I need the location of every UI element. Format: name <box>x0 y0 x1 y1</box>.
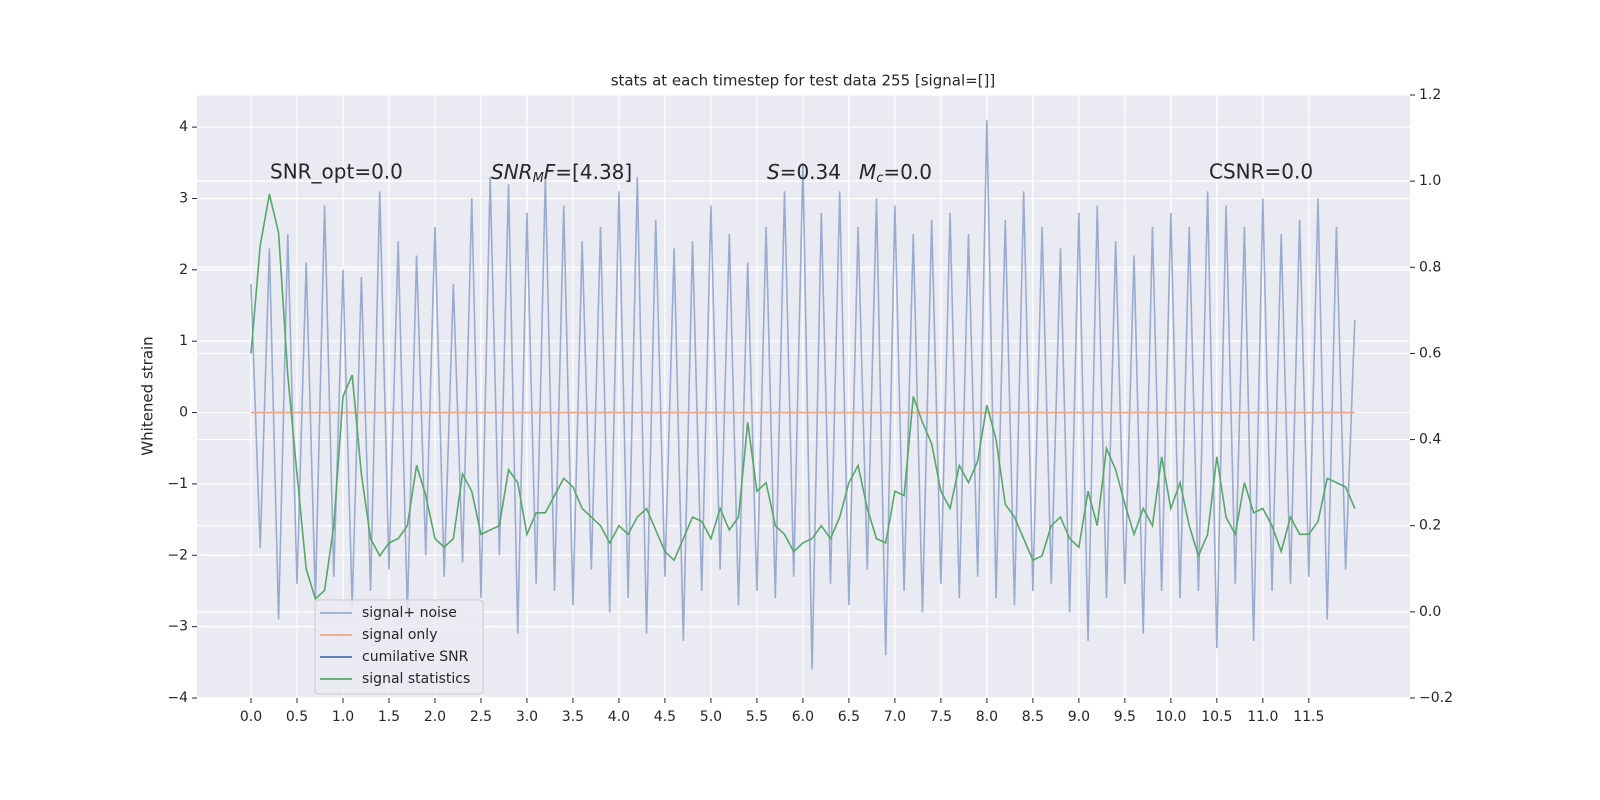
y-tick-label: −3 <box>167 619 188 635</box>
x-tick-label: 4.5 <box>654 709 676 725</box>
y-tick-label: 4 <box>179 119 188 135</box>
annotation-part: M <box>859 160 876 184</box>
legend-box <box>314 599 484 695</box>
x-tick-label: 0.0 <box>240 709 262 725</box>
annotation-subscript: c <box>876 171 883 186</box>
x-tick-label: 0.5 <box>286 709 308 725</box>
y-tick-label: 0 <box>179 405 188 421</box>
x-tick-label: 11.5 <box>1293 709 1324 725</box>
y-tick-label: −2 <box>167 547 188 563</box>
x-tick-label: 2.0 <box>424 709 446 725</box>
x-tick-label: 6.0 <box>792 709 814 725</box>
x-tick-label: 9.5 <box>1114 709 1136 725</box>
x-tick-label: 1.5 <box>378 709 400 725</box>
series-line <box>250 193 1356 601</box>
annotation-subscript: M <box>533 171 544 186</box>
y-tick-label: 3 <box>179 190 188 206</box>
annotation: S=0.34 <box>767 160 841 184</box>
y2-tick-label: 0.4 <box>1419 432 1441 448</box>
x-tick-label: 5.0 <box>700 709 722 725</box>
y2-tick-label: −0.2 <box>1419 690 1453 706</box>
annotation-part: F <box>544 160 556 184</box>
x-tick-label: 7.0 <box>884 709 906 725</box>
legend: signal+ noise signal only cumilative SNR si… <box>314 599 484 695</box>
legend-label: signal statistics <box>362 671 470 687</box>
chart-title: stats at each timestep for test data 255… <box>611 72 996 90</box>
y2-tick-label: 1.0 <box>1419 173 1441 189</box>
annotation-part: =0.0 <box>883 160 932 184</box>
x-tick-label: 3.0 <box>516 709 538 725</box>
x-tick-label: 8.0 <box>976 709 998 725</box>
x-tick-label: 11.0 <box>1247 709 1278 725</box>
annotation-part: SNR <box>491 160 533 184</box>
x-tick-label: 2.5 <box>470 709 492 725</box>
x-tick-label: 8.5 <box>1022 709 1044 725</box>
lines <box>250 119 1356 670</box>
x-tick-label: 10.0 <box>1155 709 1186 725</box>
y2-tick-label: 0.8 <box>1419 259 1441 275</box>
annotation: Mc=0.0 <box>859 160 932 186</box>
y-axis-label: Whitened strain <box>139 336 157 455</box>
y2-tick-label: 0.6 <box>1419 345 1441 361</box>
annotation-part: =[4.38] <box>555 160 632 184</box>
y-tick-label: 2 <box>179 262 188 278</box>
y-tick-label: −1 <box>167 476 188 492</box>
x-tick-label: 10.5 <box>1201 709 1232 725</box>
y-tick-label: 1 <box>179 333 188 349</box>
x-tick-label: 5.5 <box>746 709 768 725</box>
annotation-part: =0.34 <box>780 160 841 184</box>
annotation: CSNR=0.0 <box>1209 160 1313 184</box>
x-tick-label: 4.0 <box>608 709 630 725</box>
legend-label: cumilative SNR <box>362 649 469 665</box>
y-tick-label: −4 <box>167 690 188 706</box>
y2-tick-label: 0.0 <box>1419 604 1441 620</box>
y2-tick-label: 0.2 <box>1419 518 1441 534</box>
y2-tick-label: 1.2 <box>1419 87 1441 103</box>
series-line <box>250 119 1356 670</box>
x-tick-label: 7.5 <box>930 709 952 725</box>
annotation: SNR_opt=0.0 <box>270 160 403 184</box>
x-tick-label: 9.0 <box>1068 709 1090 725</box>
legend-label: signal only <box>362 627 437 643</box>
x-tick-label: 1.0 <box>332 709 354 725</box>
annotation: SNRMF=[4.38] <box>491 160 632 186</box>
x-tick-label: 6.5 <box>838 709 860 725</box>
legend-label: signal+ noise <box>362 605 457 621</box>
annotation-part: S <box>767 160 780 184</box>
x-tick-label: 3.5 <box>562 709 584 725</box>
